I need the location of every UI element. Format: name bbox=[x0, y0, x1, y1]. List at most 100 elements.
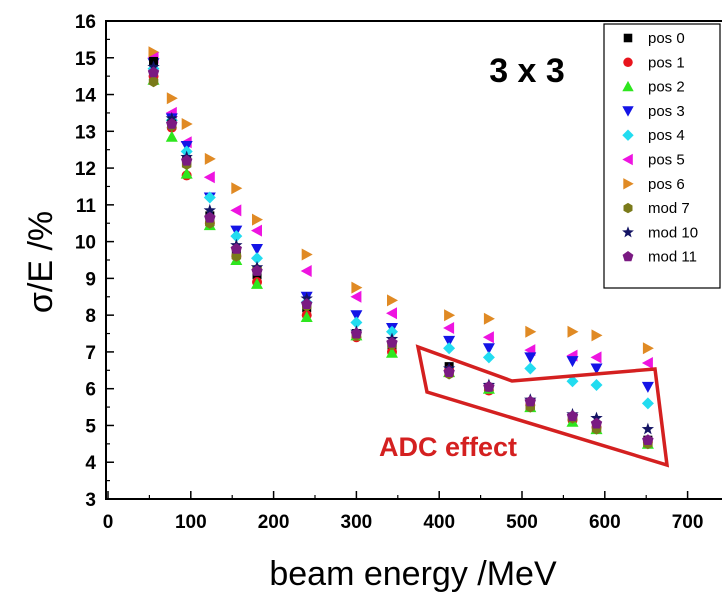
adc-effect-label: ADC effect bbox=[379, 432, 517, 462]
data-point bbox=[230, 204, 242, 217]
data-point bbox=[181, 118, 193, 130]
y-axis-label: σ/E /% bbox=[22, 211, 60, 313]
legend-label: mod 11 bbox=[648, 249, 697, 266]
data-point bbox=[566, 375, 579, 388]
data-point bbox=[180, 167, 193, 179]
legend-label: mod 10 bbox=[648, 224, 698, 241]
data-point bbox=[251, 244, 263, 255]
legend-label: pos 3 bbox=[648, 103, 685, 120]
x-tick-label: 500 bbox=[506, 512, 538, 533]
legend-marker bbox=[622, 251, 634, 262]
legend: pos 0 pos 1 pos 2 pos 3 pos 4 pos 5 pos 6 mod 7… bbox=[622, 30, 698, 266]
data-point bbox=[641, 357, 653, 369]
data-point bbox=[148, 76, 159, 88]
data-point bbox=[567, 325, 579, 338]
data-point bbox=[300, 292, 313, 304]
data-point bbox=[251, 252, 263, 265]
data-point bbox=[386, 307, 397, 320]
legend-marker bbox=[622, 153, 633, 166]
data-point bbox=[251, 265, 263, 276]
data-point bbox=[590, 363, 603, 375]
y-tick-label: 15 bbox=[75, 49, 97, 70]
data-point bbox=[641, 381, 654, 393]
data-point bbox=[591, 329, 603, 342]
data-point bbox=[482, 343, 495, 355]
legend-label: pos 2 bbox=[648, 79, 685, 96]
legend-marker bbox=[623, 33, 633, 43]
data-point bbox=[386, 346, 398, 358]
data-point bbox=[300, 311, 313, 322]
legend-label: pos 1 bbox=[648, 54, 685, 71]
adc-effect-outline bbox=[415, 344, 670, 468]
legend-label: mod 7 bbox=[648, 200, 690, 217]
data-point bbox=[443, 366, 455, 377]
legend-label: pos 6 bbox=[648, 176, 685, 193]
data-point bbox=[386, 325, 398, 338]
data-point bbox=[524, 352, 537, 364]
data-points bbox=[147, 46, 654, 450]
data-point bbox=[204, 152, 216, 165]
y-tick-label: 9 bbox=[85, 269, 96, 290]
y-tick-label: 8 bbox=[85, 306, 96, 327]
data-point bbox=[386, 336, 398, 348]
data-point bbox=[443, 342, 456, 355]
data-point bbox=[350, 310, 363, 322]
legend-marker bbox=[623, 178, 634, 190]
legend-label: pos 4 bbox=[648, 127, 685, 144]
data-point bbox=[251, 224, 262, 237]
data-point bbox=[148, 46, 160, 59]
data-point bbox=[350, 290, 362, 303]
data-point bbox=[165, 130, 178, 142]
data-point bbox=[301, 298, 313, 309]
data-point bbox=[203, 203, 216, 216]
y-tick-label: 4 bbox=[85, 453, 96, 474]
data-point bbox=[641, 397, 654, 410]
data-point bbox=[350, 316, 363, 329]
legend-marker bbox=[622, 106, 634, 117]
data-point bbox=[147, 66, 160, 78]
legend-marker bbox=[623, 57, 633, 68]
y-tick-label: 11 bbox=[76, 196, 97, 217]
y-tick-label: 14 bbox=[75, 86, 97, 107]
data-point bbox=[147, 60, 160, 73]
y-tick-label: 5 bbox=[85, 416, 96, 437]
data-point bbox=[590, 351, 602, 364]
data-point bbox=[444, 309, 456, 322]
data-point bbox=[524, 395, 536, 407]
matrix-size-label: 3 x 3 bbox=[489, 52, 565, 90]
x-tick-label: 200 bbox=[258, 512, 290, 533]
legend-marker bbox=[622, 129, 634, 141]
data-point bbox=[230, 243, 242, 254]
x-tick-label: 600 bbox=[589, 512, 621, 533]
data-point bbox=[203, 171, 215, 184]
x-tick-label: 700 bbox=[672, 512, 704, 533]
y-tick-label: 16 bbox=[75, 12, 96, 33]
data-point bbox=[483, 312, 495, 325]
data-point bbox=[230, 230, 243, 243]
data-point bbox=[524, 362, 537, 375]
data-point bbox=[482, 331, 494, 344]
x-tick-label: 0 bbox=[103, 512, 114, 533]
data-point bbox=[590, 417, 603, 429]
data-point bbox=[387, 294, 398, 307]
legend-marker bbox=[622, 80, 634, 92]
data-point bbox=[166, 92, 178, 105]
data-point bbox=[642, 342, 654, 355]
legend-box bbox=[603, 23, 721, 289]
data-point bbox=[525, 325, 537, 338]
x-tick-labels: 0 100 200 300 400 500 600 700 bbox=[103, 512, 704, 533]
y-tick-label: 3 bbox=[85, 490, 96, 511]
data-point bbox=[165, 111, 178, 124]
y-tick-label: 12 bbox=[75, 159, 96, 180]
data-point bbox=[482, 351, 495, 364]
data-point bbox=[641, 422, 654, 435]
y-tick-label: 6 bbox=[85, 380, 96, 401]
data-point bbox=[252, 213, 263, 226]
x-tick-label: 100 bbox=[175, 512, 207, 533]
y-tick-labels: 3 4 5 6 7 8 9 10 11 12 13 14 15 16 bbox=[75, 12, 97, 511]
plot-frame bbox=[105, 20, 722, 500]
data-point bbox=[566, 410, 579, 422]
data-point bbox=[443, 322, 455, 334]
data-point bbox=[231, 182, 243, 195]
